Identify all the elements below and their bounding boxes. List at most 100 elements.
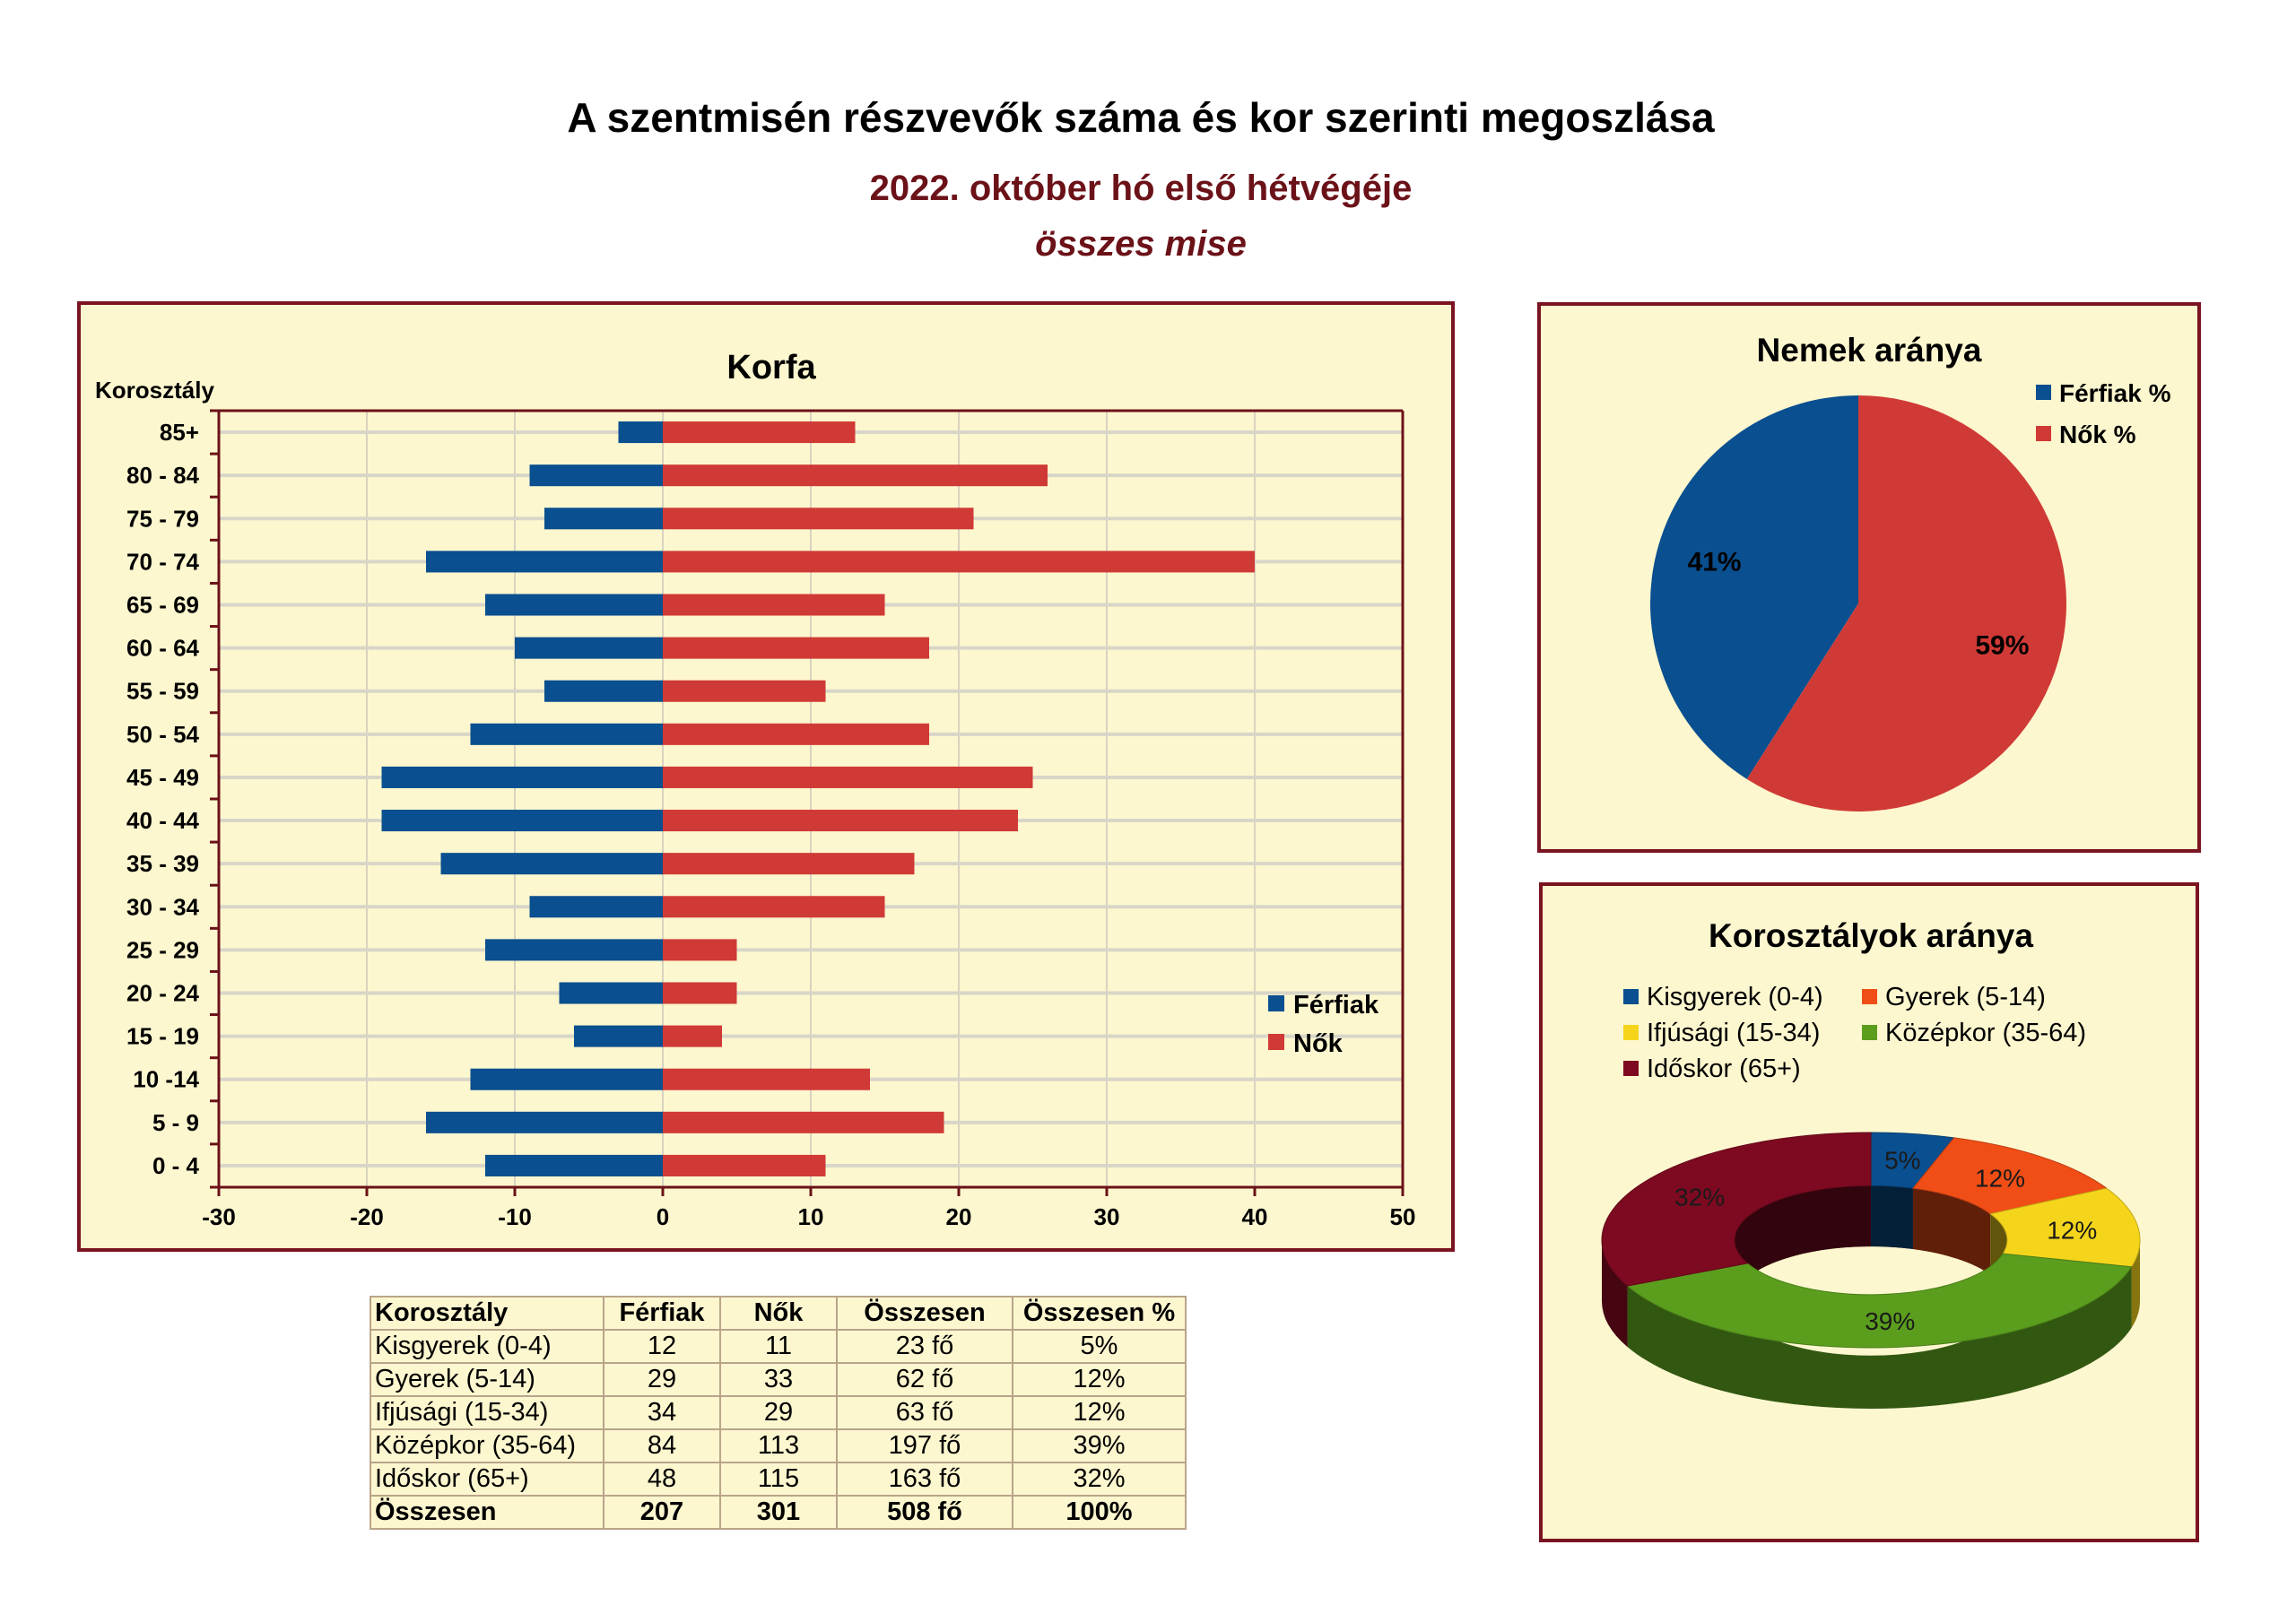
population-pyramid-panel: -30 -20 -10 0 10 20 30 40 50 85+ 80 - 84 75 - 79 70 … [77, 301, 1455, 1252]
y-tick-label: 70 - 74 [126, 548, 199, 575]
bar-women [663, 680, 826, 702]
bar-women [663, 1111, 944, 1133]
table-row: Gyerek (5-14) 29 33 62 fő 12% [370, 1362, 1187, 1397]
bar-women [663, 508, 974, 530]
table-cell: 29 [603, 1362, 721, 1397]
legend-swatch [1862, 1025, 1877, 1040]
table-row: Középkor (35-64) 84 113 197 fő 39% [370, 1428, 1187, 1463]
bar-women [663, 1025, 722, 1047]
y-tick-label: 85+ [160, 419, 199, 446]
donut-data-label: 5% [1884, 1147, 1920, 1175]
table-cell: 197 fő [836, 1428, 1013, 1463]
table-cell: Összesen [370, 1495, 604, 1530]
x-tick-label: 50 [1390, 1203, 1416, 1230]
chart-title: Korosztályok aránya [1709, 917, 2033, 954]
column-header: Férfiak [603, 1296, 721, 1331]
table-cell: 33 [719, 1362, 838, 1397]
chart-title: Korfa [726, 349, 816, 386]
bar-men [440, 853, 663, 875]
table-cell: 29 [719, 1395, 838, 1430]
donut-outer-wall [1627, 1266, 2132, 1409]
bar-men [529, 464, 663, 487]
pie-slice [1746, 395, 2066, 812]
bar-women [663, 853, 915, 875]
table-cell: 115 [719, 1462, 838, 1497]
y-axis-title: Korosztály [95, 377, 214, 404]
legend-swatch [1268, 995, 1284, 1011]
bar-men [485, 1154, 663, 1176]
table-cell: 12% [1012, 1362, 1187, 1397]
x-tick-label: 10 [798, 1203, 824, 1230]
donut-inner-wall [1735, 1185, 1871, 1301]
donut-inner-wall [1871, 1185, 1913, 1250]
donut-data-label: 32% [1674, 1184, 1725, 1211]
donut-outer-wall [1602, 1240, 1628, 1348]
x-tick-label: 30 [1094, 1203, 1120, 1230]
bar-men [426, 1111, 663, 1133]
y-tick-label: 75 - 79 [126, 505, 199, 532]
bar-women [663, 896, 885, 918]
population-pyramid-chart: -30 -20 -10 0 10 20 30 40 50 85+ 80 - 84 75 - 79 70 … [95, 349, 1416, 1230]
y-tick-label: 25 - 29 [126, 936, 199, 963]
bar-women [663, 594, 885, 616]
legend-label: Férfiak % [2059, 379, 2171, 407]
legend-swatch [1862, 989, 1877, 1004]
donut-data-label: 39% [1865, 1307, 1915, 1335]
bar-men [381, 810, 663, 832]
y-tick-label: 0 - 4 [152, 1152, 200, 1179]
y-tick-label: 65 - 69 [126, 592, 199, 619]
y-tick-label: 15 - 19 [126, 1023, 199, 1050]
legend-label: Kisgyerek (0-4) [1647, 983, 1823, 1011]
bar-women [663, 723, 929, 745]
x-tick-label: 40 [1242, 1203, 1268, 1230]
table-cell: 62 fő [836, 1362, 1013, 1397]
table-cell: 5% [1012, 1329, 1187, 1364]
x-tick-label: -30 [202, 1203, 236, 1230]
table-cell: 23 fő [836, 1329, 1013, 1364]
table-cell: 11 [719, 1329, 838, 1364]
table-cell: Gyerek (5-14) [370, 1362, 604, 1397]
table-cell: 32% [1012, 1462, 1187, 1497]
bar-men [485, 594, 663, 616]
donut-data-label: 12% [1975, 1164, 2025, 1192]
summary-table: Korosztály Férfiak Nők Összesen Összesen… [370, 1296, 1187, 1530]
column-header: Korosztály [370, 1296, 604, 1331]
y-tick-label: 10 -14 [133, 1066, 199, 1093]
table-cell: Középkor (35-64) [370, 1428, 604, 1463]
pie-data-label: 59% [1975, 631, 2029, 661]
legend-label: Időskor (65+) [1647, 1055, 1801, 1083]
gender-ratio-chart: 59% 41% Nemek aránya Férfiak % Nők % [1649, 332, 2171, 812]
age-group-ratio-panel: Korosztályok aránya Kisgyerek (0-4) Gyerek… [1539, 882, 2199, 1542]
page-subtitle: 2022. október hó első hétvégéje [869, 169, 1413, 208]
table-row: Ifjúsági (15-34) 34 29 63 fő 12% [370, 1395, 1187, 1430]
bar-women [663, 551, 1255, 573]
table-cell: 12% [1012, 1395, 1187, 1430]
page-subtitle-2: összes mise [1035, 224, 1247, 264]
bar-women [663, 982, 737, 1004]
donut-outer-wall [2131, 1240, 2140, 1328]
table-cell: 113 [719, 1428, 838, 1463]
table-cell: 63 fő [836, 1395, 1013, 1430]
table-cell: 301 [719, 1495, 838, 1530]
column-header: Összesen [836, 1296, 1013, 1331]
legend-swatch [1623, 1061, 1639, 1076]
legend-label: Középkor (35-64) [1885, 1019, 2086, 1047]
y-tick-label: 35 - 39 [126, 850, 199, 877]
x-tick-label: -10 [498, 1203, 532, 1230]
table-cell: 100% [1012, 1495, 1187, 1530]
gender-ratio-panel: 59% 41% Nemek aránya Férfiak % Nők % [1537, 302, 2201, 853]
x-tick-label: 20 [946, 1203, 972, 1230]
table-cell: 508 fő [836, 1495, 1013, 1530]
legend-swatch [1623, 1025, 1639, 1040]
table-cell: 34 [603, 1395, 721, 1430]
bar-women [663, 1154, 826, 1176]
bar-men [381, 766, 663, 788]
bar-men [559, 982, 663, 1004]
y-tick-label: 55 - 59 [126, 678, 199, 705]
legend-swatch [1623, 989, 1639, 1004]
column-header: Összesen % [1012, 1296, 1187, 1331]
legend-label: Nők [1293, 1029, 1344, 1058]
table-cell: Időskor (65+) [370, 1462, 604, 1497]
bar-men [544, 680, 663, 702]
pie-data-label: 41% [1688, 547, 1742, 577]
